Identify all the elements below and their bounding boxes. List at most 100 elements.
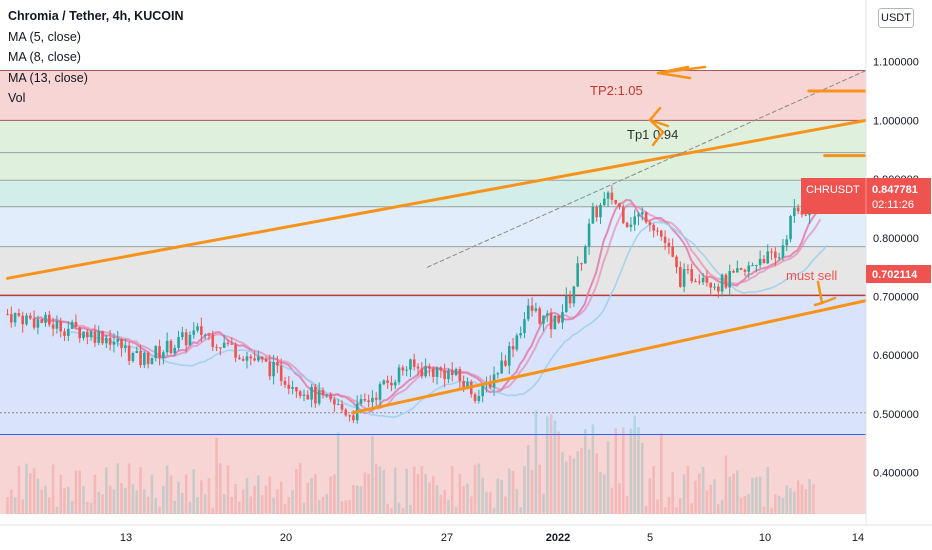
candle-body — [340, 404, 344, 410]
candle-body — [101, 331, 104, 344]
volume-bar — [648, 478, 652, 514]
volume-bar — [162, 485, 165, 514]
volume-bar — [431, 476, 435, 514]
volume-bar — [17, 465, 21, 514]
volume-bar — [469, 496, 473, 514]
price-tick-label: 0.500000 — [873, 409, 919, 421]
zone-red — [0, 434, 866, 514]
volume-bar — [21, 499, 25, 514]
currency-unit-button[interactable]: USDT — [878, 8, 914, 28]
candle-body — [359, 399, 363, 404]
volume-bar — [724, 455, 728, 514]
volume-bar — [511, 470, 515, 514]
volume-bar — [591, 424, 595, 514]
volume-bar — [67, 486, 70, 514]
volume-bar — [70, 501, 74, 514]
volume-bar — [86, 501, 89, 514]
volume-bar — [101, 494, 104, 514]
candle-body — [226, 342, 230, 344]
candle-body — [629, 224, 633, 227]
candle-body — [648, 222, 652, 225]
tp1-annotation[interactable]: Tp1 0.94 — [627, 127, 678, 142]
candle-body — [146, 352, 150, 365]
volume-bar — [215, 437, 218, 514]
volume-bar — [500, 479, 503, 514]
volume-bar — [295, 468, 298, 514]
candle-body — [743, 269, 747, 272]
candle-body — [393, 382, 397, 386]
candle-body — [139, 351, 142, 366]
candle-body — [690, 269, 694, 282]
candle-body — [420, 368, 424, 377]
volume-bar — [416, 473, 420, 514]
volume-bar — [374, 463, 378, 514]
candle-body — [291, 387, 294, 389]
candle-body — [724, 274, 728, 288]
volume-bar — [481, 477, 484, 514]
candle-body — [804, 214, 808, 216]
candle-body — [200, 326, 203, 335]
volume-bar — [310, 478, 313, 514]
volume-bar — [515, 488, 519, 514]
candle-body — [234, 344, 237, 358]
volume-bar — [553, 420, 557, 514]
volume-bar — [146, 496, 150, 514]
candle-body — [625, 222, 629, 227]
tp2-arrow-icon — [656, 65, 707, 80]
time-tick-label: 10 — [759, 532, 771, 544]
volume-bar — [36, 478, 40, 514]
candle-body — [215, 346, 218, 348]
must-sell-annotation[interactable]: must sell — [786, 268, 837, 283]
trendline-dashed-extension — [426, 70, 867, 268]
candle-body — [785, 239, 789, 246]
candle-body — [207, 334, 211, 336]
candle-body — [36, 319, 40, 328]
candle-body — [500, 360, 503, 374]
candle-body — [443, 370, 446, 380]
price-tick-label: 1.000000 — [873, 115, 919, 127]
candle-body — [306, 394, 310, 400]
volume-bar — [154, 497, 158, 514]
volume-bar — [63, 488, 66, 514]
candle-body — [325, 394, 329, 396]
ma8-legend[interactable]: MA (8, close) — [8, 50, 81, 64]
candle-body — [481, 384, 484, 397]
volume-bar — [682, 474, 686, 514]
candle-body — [640, 212, 644, 215]
volume-bar — [542, 493, 545, 514]
volume-bar — [435, 485, 439, 514]
volume-bar — [420, 466, 424, 514]
candle-body — [230, 343, 234, 345]
candle-body — [682, 269, 686, 287]
chart-title[interactable]: Chromia / Tether, 4h, KUCOIN — [8, 9, 184, 23]
candle-body — [511, 346, 515, 350]
price-tick-label: 0.600000 — [873, 350, 919, 362]
candle-body — [549, 313, 553, 330]
candle-body — [504, 360, 507, 366]
volume-bar — [241, 489, 245, 514]
volume-bar — [777, 495, 781, 514]
chart-legend: Chromia / Tether, 4h, KUCOIN MA (5, clos… — [8, 6, 184, 109]
candle-body — [572, 286, 576, 304]
candle-body — [789, 215, 792, 240]
ma5-legend[interactable]: MA (5, close) — [8, 29, 81, 44]
candle-body — [86, 331, 89, 338]
ma13-legend[interactable]: MA (13, close) — [8, 70, 88, 85]
volume-bar — [344, 500, 348, 514]
candle-body — [44, 314, 47, 323]
time-axis[interactable]: 13 20 27 2022 5 10 14 — [0, 524, 932, 550]
candle-body — [564, 295, 568, 313]
candle-body — [538, 308, 541, 324]
volume-bar — [808, 479, 811, 514]
candle-body — [736, 268, 739, 273]
tp2-annotation[interactable]: TP2:1.05 — [590, 83, 643, 98]
volume-bar — [44, 485, 47, 514]
candle-body — [154, 346, 158, 358]
trend-lines[interactable] — [6, 70, 868, 415]
level-price-value: 0.702114 — [872, 269, 918, 281]
candle-body — [488, 382, 492, 388]
candle-body — [663, 236, 667, 243]
candle-body — [561, 312, 564, 323]
volume-legend[interactable]: Vol — [8, 91, 26, 105]
